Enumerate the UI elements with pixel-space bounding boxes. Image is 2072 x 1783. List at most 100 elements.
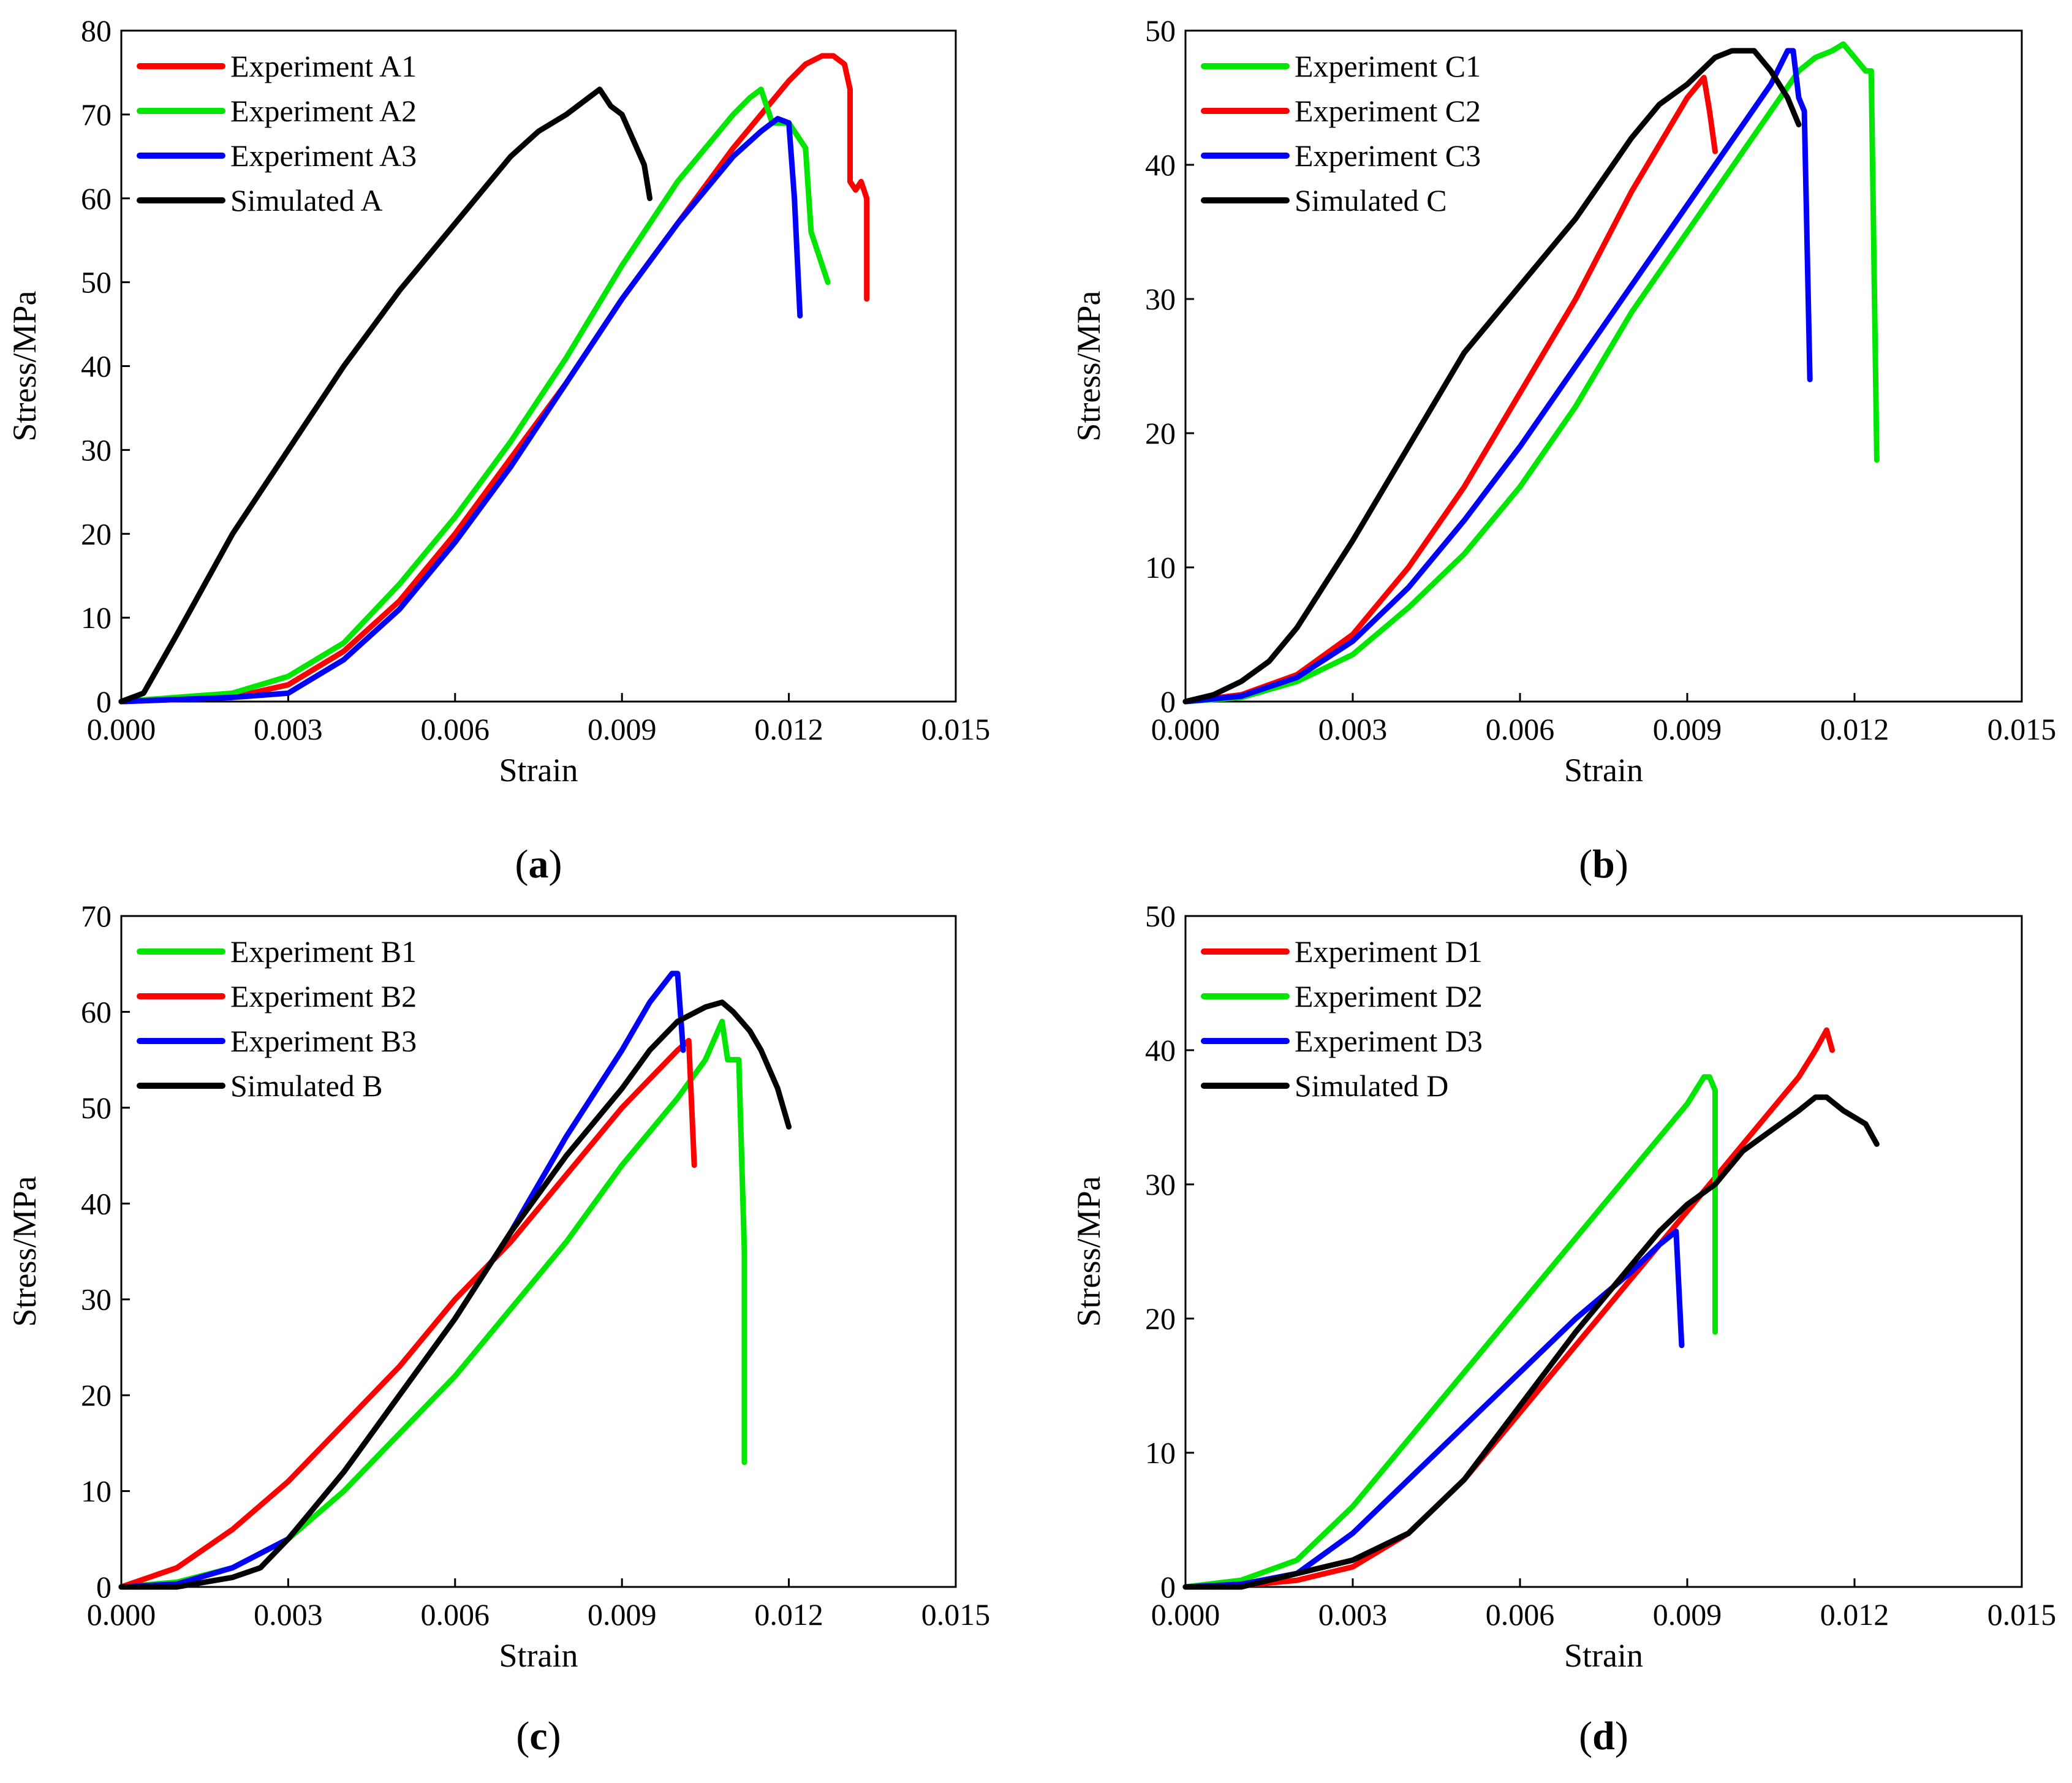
chart-panel-a: 0.000 0.003 0.006 0.009 0.012 0.015 0 10 20 30 40 5… — [6, 13, 990, 887]
x-tick-label: 0.000 — [87, 712, 156, 746]
legend-label: Experiment B2 — [230, 979, 417, 1013]
x-axis-title: Strain — [499, 752, 578, 789]
y-tick-label: 20 — [1145, 416, 1176, 450]
series-line-simulated-b — [118, 999, 792, 1590]
y-tick-label: 30 — [81, 433, 112, 467]
x-tick-label: 0.006 — [421, 1597, 490, 1632]
plot-frame — [1184, 29, 2023, 703]
x-axis-title: Strain — [499, 1637, 578, 1674]
x-tick-label: 0.015 — [921, 712, 991, 746]
plot-frame — [120, 915, 957, 1588]
x-tick-label: 0.012 — [754, 1597, 823, 1632]
y-tick-label: 70 — [81, 97, 112, 132]
x-tick-label: 0.000 — [1151, 1597, 1220, 1632]
legend-label: Experiment A3 — [230, 138, 417, 173]
series-line-experiment-b3 — [118, 971, 686, 1590]
x-tick-label: 0.012 — [754, 712, 823, 746]
y-axis-title: Stress/MPa — [6, 1176, 43, 1327]
x-tick-label: 0.003 — [254, 712, 323, 746]
x-axis-title: Strain — [1564, 1637, 1643, 1674]
x-tick-label: 0.015 — [921, 1597, 991, 1632]
panel-label: (a) — [515, 842, 562, 887]
y-tick-label: 10 — [1145, 1436, 1176, 1470]
y-tick-label: 20 — [1145, 1301, 1176, 1336]
x-tick-label: 0.009 — [588, 712, 657, 746]
chart-panel-b: 0.000 0.003 0.006 0.009 0.012 0.015 0 10 20 30 40 5… — [1070, 13, 2056, 887]
series-line-experiment-a1 — [118, 53, 870, 705]
y-axis-title: Stress/MPa — [1070, 290, 1107, 441]
x-tick-label: 0.006 — [421, 712, 490, 746]
panel-label-close-paren: ) — [548, 1714, 561, 1758]
legend-label: Experiment D1 — [1295, 934, 1483, 969]
legend-label: Experiment B3 — [230, 1024, 417, 1058]
series-line-experiment-d1 — [1182, 1027, 1836, 1590]
y-tick-label: 10 — [1145, 550, 1176, 585]
y-tick-label: 50 — [1145, 13, 1176, 48]
series-line-simulated-d — [1182, 1094, 1880, 1590]
panel-label-letter: b — [1592, 842, 1615, 887]
x-tick-label: 0.006 — [1486, 712, 1555, 746]
panel-label-letter: d — [1592, 1714, 1615, 1758]
legend-label: Experiment C2 — [1295, 94, 1481, 128]
y-tick-label: 20 — [81, 1378, 112, 1412]
y-tick-label: 10 — [81, 600, 112, 635]
panel-label-open-paren: ( — [515, 842, 529, 887]
x-tick-label: 0.000 — [87, 1597, 156, 1632]
x-tick-label: 0.006 — [1486, 1597, 1555, 1632]
panel-label: (b) — [1579, 842, 1628, 887]
x-tick-label: 0.009 — [1653, 1597, 1722, 1632]
legend-label: Simulated C — [1295, 183, 1447, 218]
x-tick-label: 0.012 — [1820, 1597, 1889, 1632]
y-tick-label: 30 — [1145, 1167, 1176, 1202]
x-tick-label: 0.003 — [1318, 712, 1388, 746]
y-tick-label: 40 — [81, 349, 112, 384]
y-tick-label: 40 — [1145, 1033, 1176, 1067]
plot-frame — [1184, 915, 2023, 1588]
series-line-experiment-a2 — [118, 86, 831, 705]
series-line-simulated-a — [118, 86, 653, 705]
y-tick-label: 70 — [81, 899, 112, 933]
panel-label-letter: c — [529, 1714, 547, 1758]
chart-panel-d: 0.000 0.003 0.006 0.009 0.012 0.015 0 10 20 30 40 5… — [1070, 899, 2056, 1758]
y-tick-label: 0 — [1160, 1570, 1176, 1604]
series-line-experiment-c1 — [1182, 41, 1880, 705]
series-line-experiment-c3 — [1182, 48, 1813, 705]
legend-label: Simulated B — [230, 1069, 383, 1103]
y-tick-label: 20 — [81, 517, 112, 551]
y-tick-label: 0 — [96, 684, 112, 719]
x-tick-label: 0.009 — [1653, 712, 1722, 746]
x-tick-label: 0.003 — [254, 1597, 323, 1632]
panel-label-open-paren: ( — [516, 1714, 529, 1758]
y-tick-label: 80 — [81, 13, 112, 48]
legend-label: Experiment C1 — [1295, 49, 1481, 83]
legend-label: Experiment A1 — [230, 49, 417, 83]
y-tick-label: 30 — [1145, 282, 1176, 316]
legend-label: Simulated D — [1295, 1069, 1448, 1103]
panel-label-letter: a — [529, 842, 549, 887]
y-tick-label: 60 — [81, 994, 112, 1029]
x-tick-label: 0.000 — [1151, 712, 1220, 746]
legend-label: Experiment D3 — [1295, 1024, 1483, 1058]
series-line-experiment-a3 — [118, 116, 803, 705]
legend-label: Experiment B1 — [230, 934, 417, 969]
y-tick-label: 50 — [81, 265, 112, 300]
x-tick-label: 0.009 — [588, 1597, 657, 1632]
panel-label-open-paren: ( — [1579, 1714, 1592, 1758]
y-tick-label: 50 — [81, 1091, 112, 1125]
panel-label: (c) — [516, 1714, 561, 1758]
legend-label: Experiment D2 — [1295, 979, 1483, 1013]
panel-label-open-paren: ( — [1579, 842, 1592, 887]
legend-label: Experiment A2 — [230, 94, 417, 128]
series-line-experiment-b2 — [118, 1037, 697, 1590]
legend-label: Simulated A — [230, 183, 383, 218]
y-tick-label: 0 — [1160, 684, 1176, 719]
series-line-experiment-b1 — [118, 1018, 747, 1590]
panel-label-close-paren: ) — [1615, 1714, 1628, 1758]
x-tick-label: 0.012 — [1820, 712, 1889, 746]
x-axis-title: Strain — [1564, 752, 1643, 789]
legend-label: Experiment C3 — [1295, 138, 1481, 173]
y-axis-title: Stress/MPa — [6, 290, 43, 441]
y-tick-label: 10 — [81, 1474, 112, 1509]
y-tick-label: 60 — [81, 181, 112, 216]
